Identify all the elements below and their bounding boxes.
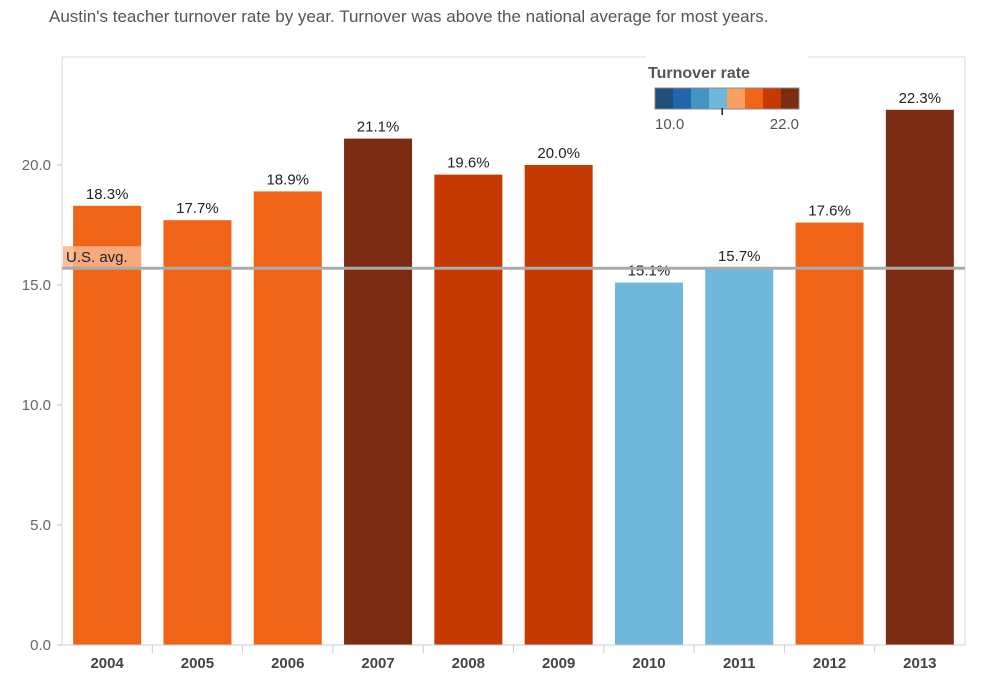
data-label: 17.6%	[808, 203, 851, 220]
legend-min-label: 10.0	[655, 116, 684, 133]
legend-swatch	[691, 88, 709, 109]
data-label: 15.1%	[628, 263, 671, 280]
y-tick-label: 0.0	[30, 637, 51, 654]
reference-label-bg	[63, 246, 141, 269]
legend-swatch	[763, 88, 781, 109]
x-tick-label: 2006	[271, 655, 304, 672]
bar	[344, 138, 413, 645]
data-label: 22.3%	[899, 90, 942, 107]
legend-max-label: 22.0	[770, 116, 799, 133]
bar	[253, 191, 322, 645]
y-tick-label: 10.0	[22, 397, 51, 414]
x-tick-label: 2012	[813, 655, 846, 672]
bar	[163, 220, 232, 645]
y-tick-label: 5.0	[30, 517, 51, 534]
x-tick-label: 2005	[181, 655, 214, 672]
bar	[434, 174, 503, 645]
x-tick-label: 2013	[903, 655, 936, 672]
legend-swatch	[655, 88, 673, 109]
data-label: 20.0%	[537, 145, 580, 162]
y-tick-label: 15.0	[22, 277, 51, 294]
bar	[885, 109, 954, 646]
legend-swatch	[673, 88, 691, 109]
x-tick-label: 2011	[723, 655, 756, 672]
bar	[795, 222, 864, 645]
legend-title: Turnover rate	[648, 65, 750, 82]
bar	[73, 205, 142, 646]
data-label: 19.6%	[447, 155, 490, 172]
legend-swatch	[745, 88, 763, 109]
x-tick-label: 2009	[542, 655, 575, 672]
data-label: 18.3%	[86, 186, 129, 203]
chart-subtitle: Austin's teacher turnover rate by year. …	[49, 7, 769, 26]
data-label: 21.1%	[357, 119, 400, 136]
bar	[614, 282, 683, 645]
legend-swatch	[709, 88, 727, 109]
y-tick-label: 20.0	[22, 157, 51, 174]
data-label: 17.7%	[176, 200, 219, 217]
data-label: 15.7%	[718, 248, 761, 265]
reference-line-label: U.S. avg.	[66, 249, 128, 266]
bar	[524, 165, 593, 645]
legend-swatch	[727, 88, 745, 109]
x-tick-label: 2007	[361, 655, 394, 672]
x-tick-label: 2004	[90, 655, 124, 672]
bar	[705, 268, 774, 645]
legend-ramp-border	[654, 87, 800, 110]
data-label: 18.9%	[266, 171, 309, 188]
x-tick-label: 2008	[452, 655, 485, 672]
legend-swatch	[781, 88, 799, 109]
x-tick-label: 2010	[632, 655, 665, 672]
